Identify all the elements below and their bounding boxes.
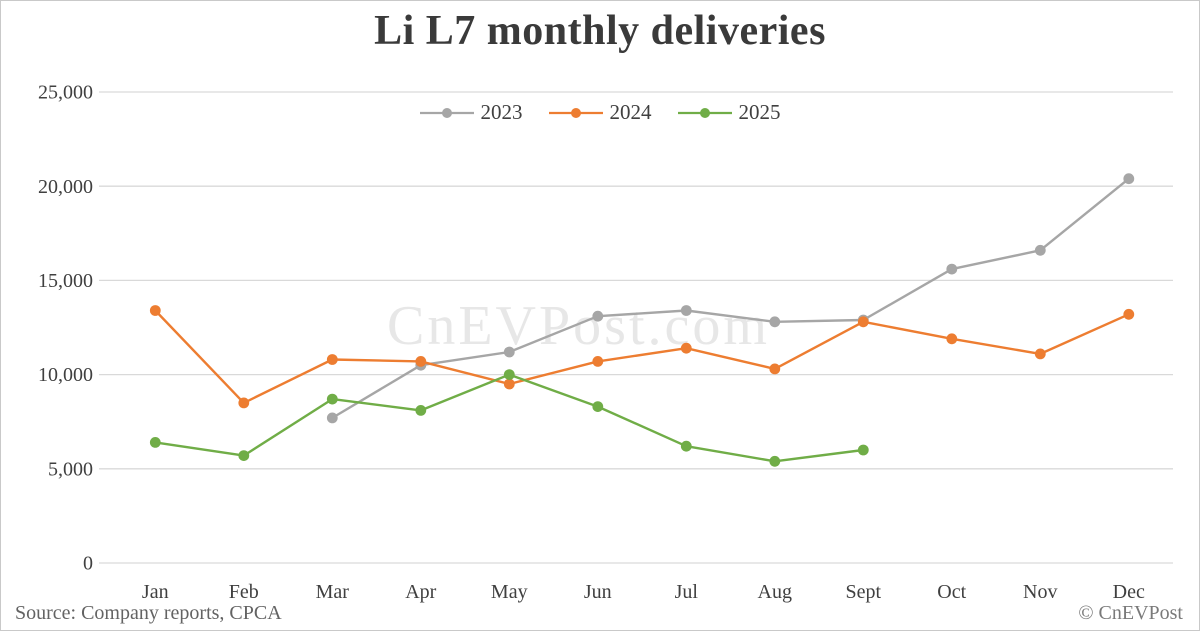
source-note: Source: Company reports, CPCA [15, 602, 282, 624]
chart-title: Li L7 monthly deliveries [374, 8, 826, 54]
data-point-2024 [857, 316, 869, 328]
data-point-2024 [238, 397, 250, 409]
y-tick-label: 15,000 [38, 270, 93, 292]
legend-marker-2023 [419, 107, 474, 118]
x-tick-label: Apr [405, 581, 436, 603]
data-point-2025 [149, 437, 161, 448]
series-2024 [149, 305, 1135, 409]
x-tick-label: Jul [675, 581, 699, 603]
legend: 2023 2024 2025 [1, 100, 1199, 125]
data-point-2023 [326, 412, 338, 424]
legend-label: 2024 [609, 100, 652, 124]
x-tick-label: Feb [229, 581, 259, 603]
legend-marker-2024 [548, 107, 603, 118]
gridlines [99, 91, 1173, 564]
y-tick-label: 25,000 [38, 82, 93, 104]
data-point-2024 [326, 354, 338, 365]
data-point-2024 [1123, 308, 1135, 320]
legend-label: 2023 [480, 100, 523, 124]
data-point-2025 [415, 405, 427, 416]
data-point-2025 [680, 440, 692, 452]
y-tick-label: 0 [83, 553, 93, 575]
data-point-2023 [946, 263, 958, 275]
x-tick-label: Jun [584, 581, 612, 603]
data-point-2024 [1034, 348, 1046, 360]
data-point-2025 [238, 450, 250, 461]
legend-item-2024[interactable]: 2024 [548, 100, 652, 125]
data-point-2023 [503, 346, 515, 358]
legend-marker-2025 [677, 107, 732, 118]
data-point-2023 [680, 305, 692, 316]
x-tick-label: Aug [758, 581, 792, 603]
data-point-2024 [503, 378, 515, 390]
y-tick-label: 10,000 [38, 364, 93, 386]
x-tick-label: Dec [1113, 581, 1145, 603]
data-point-2024 [415, 356, 427, 367]
x-axis-labels: Jan Feb Mar Apr May Jun Jul Aug Sept Oct Nov Dec [142, 581, 1145, 603]
x-tick-label: Sept [845, 581, 881, 603]
copyright-note: © CnEVPost [1078, 602, 1183, 624]
series-line-2024 [154, 309, 1131, 405]
y-tick-label: 5,000 [48, 458, 93, 480]
y-tick-label: 20,000 [38, 176, 93, 198]
x-tick-label: Oct [937, 581, 966, 603]
x-tick-label: May [491, 581, 528, 603]
legend-item-2023[interactable]: 2023 [419, 100, 523, 125]
data-point-2025 [769, 455, 781, 467]
data-point-2023 [769, 316, 781, 328]
data-point-2025 [326, 393, 338, 405]
data-point-2024 [769, 363, 781, 375]
data-point-2025 [592, 401, 604, 412]
data-point-2024 [592, 356, 604, 367]
series-line-2023 [331, 177, 1131, 420]
x-tick-label: Mar [316, 581, 350, 603]
data-point-2024 [149, 305, 161, 316]
legend-item-2025[interactable]: 2025 [677, 100, 781, 125]
data-point-2024 [946, 333, 958, 345]
data-point-2025 [857, 444, 869, 456]
x-tick-label: Nov [1023, 581, 1057, 603]
series-2023 [326, 173, 1135, 424]
x-tick-label: Jan [142, 581, 169, 603]
legend-label: 2025 [738, 100, 781, 124]
y-axis-labels: 0 5,000 10,000 15,000 20,000 25,000 [38, 82, 93, 575]
data-point-2023 [592, 310, 604, 322]
data-point-2023 [1034, 244, 1046, 256]
series-2025 [149, 369, 869, 467]
data-point-2025 [503, 369, 515, 380]
data-point-2023 [1123, 173, 1135, 185]
data-point-2024 [680, 342, 692, 354]
